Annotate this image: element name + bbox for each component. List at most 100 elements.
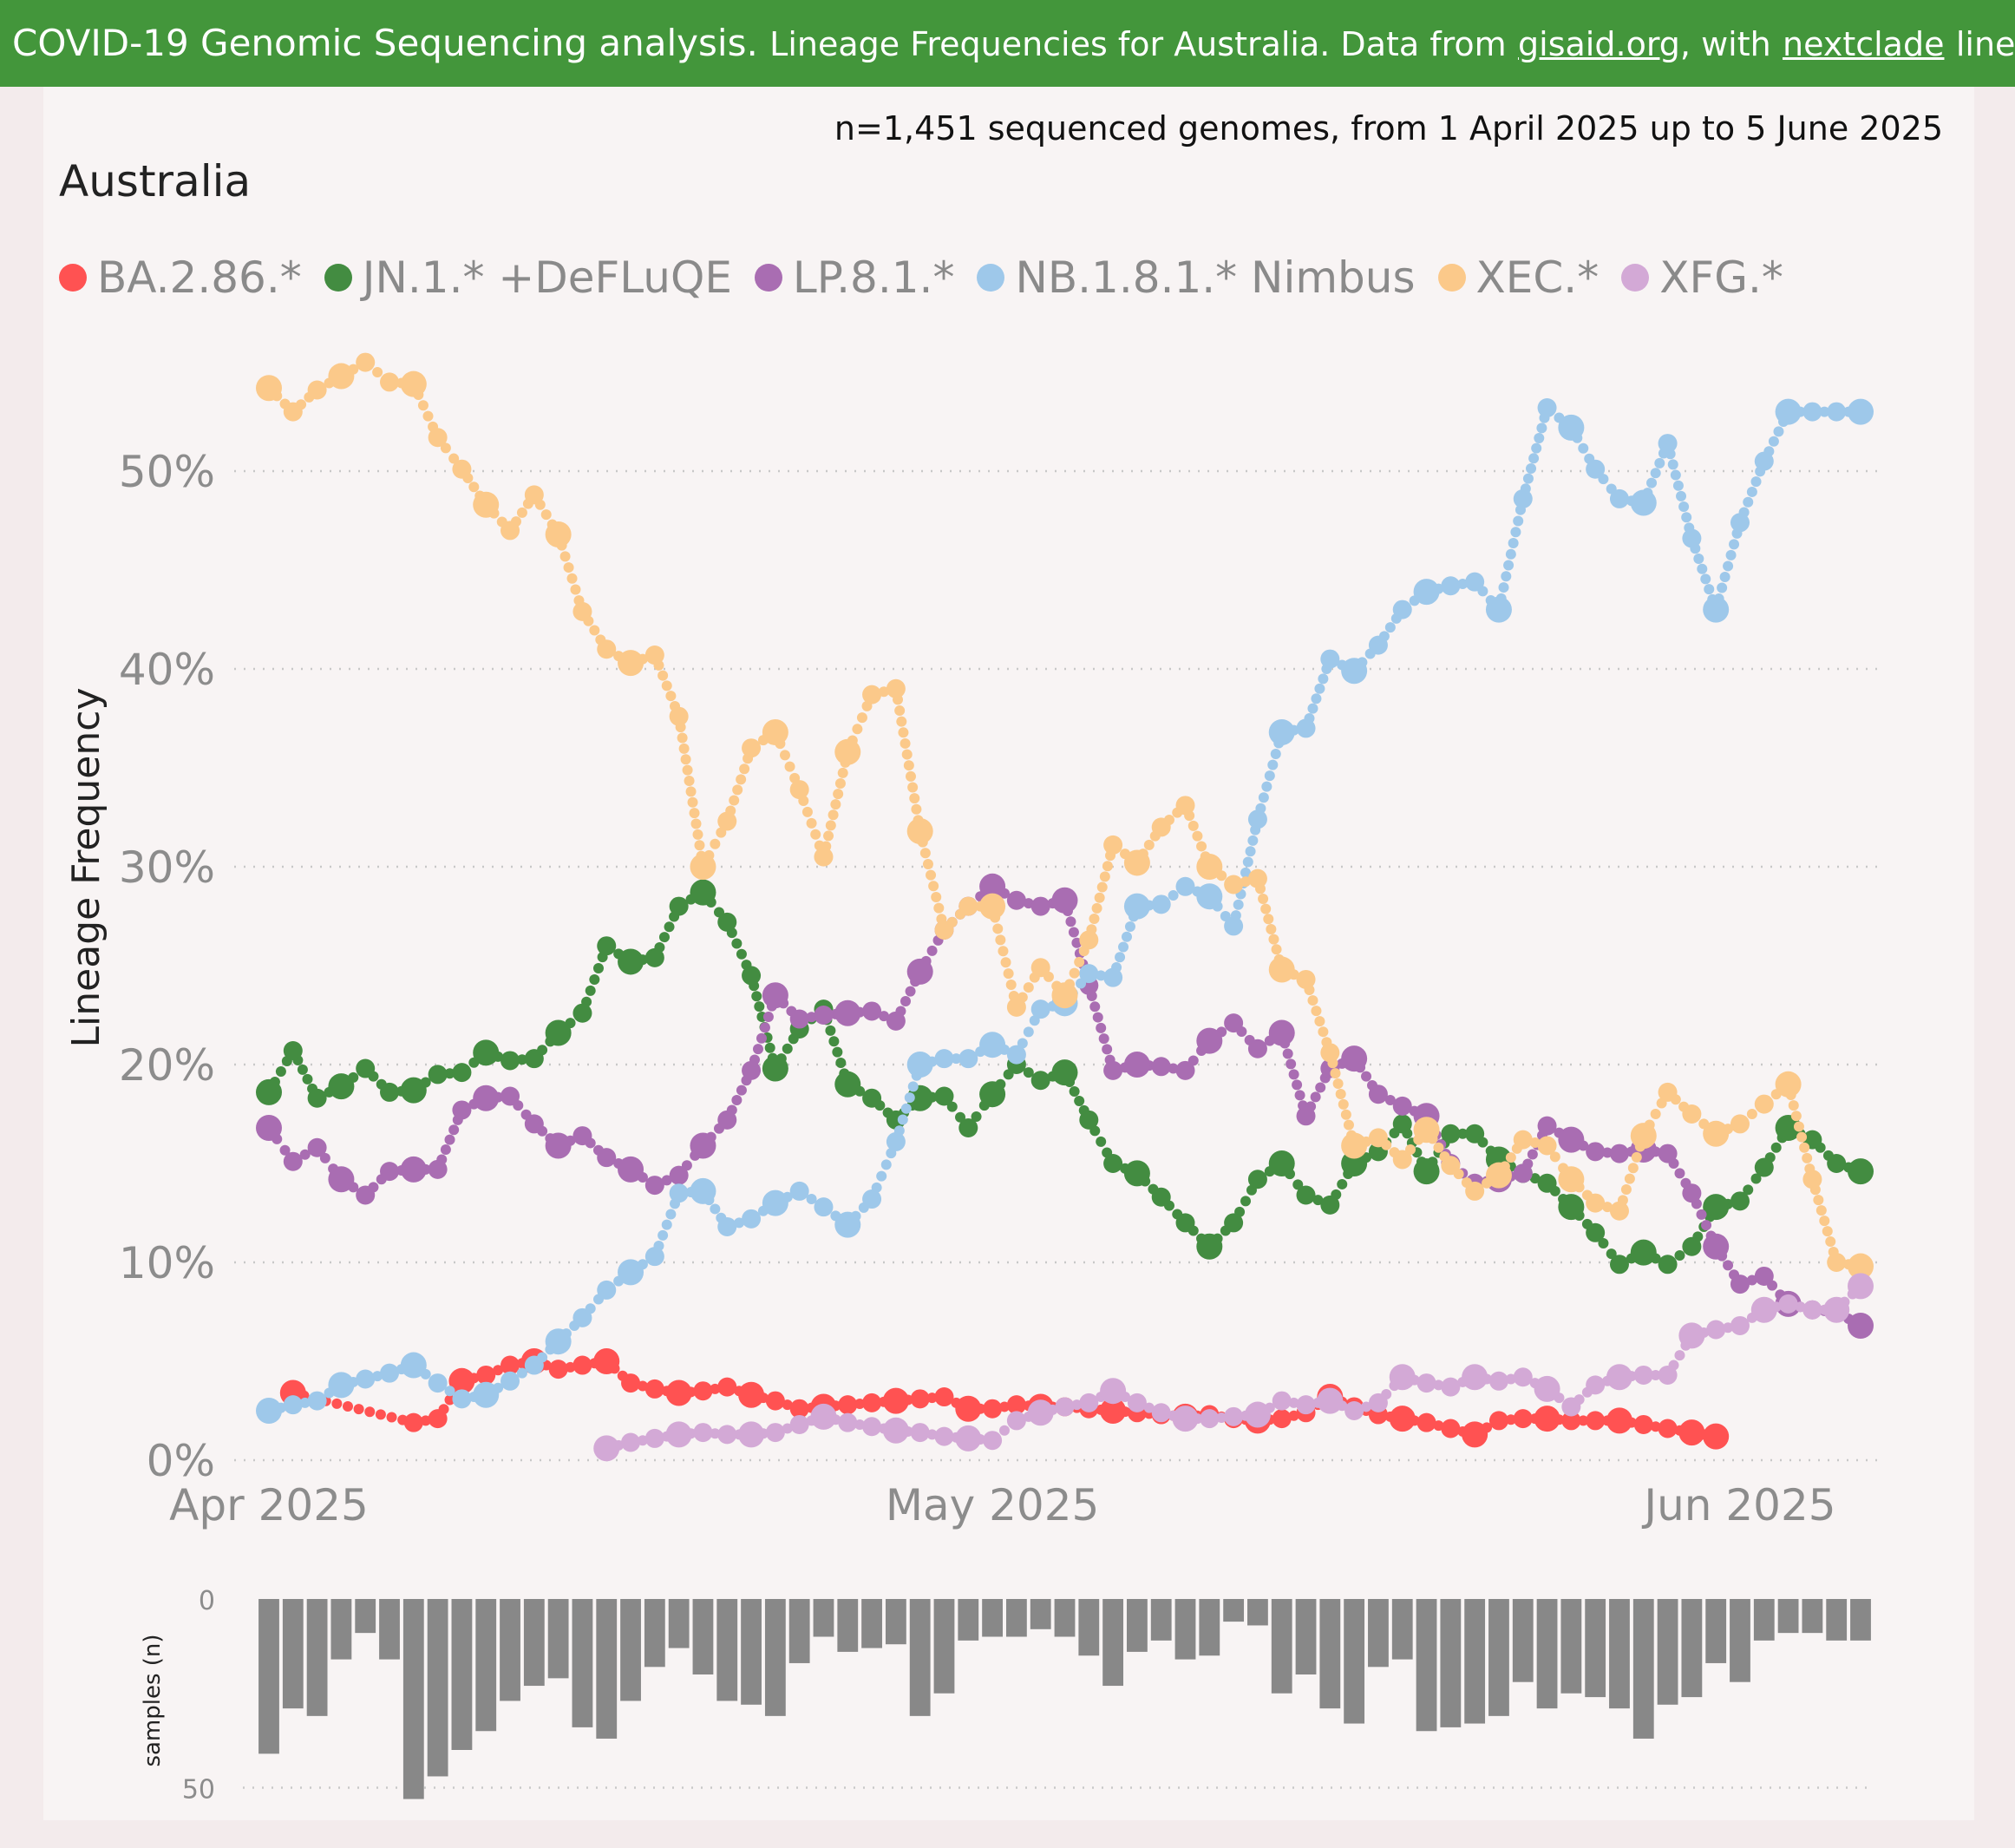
sample-bar [1127,1599,1148,1652]
series-connector-dot [1624,1173,1635,1184]
sample-bar [1609,1599,1630,1709]
legend-item[interactable]: BA.2.86.* [59,252,302,303]
data-point [1441,1377,1461,1397]
series-connector-dot [275,1065,286,1077]
legend-item[interactable]: XEC.* [1437,252,1599,303]
sample-bar [1199,1599,1220,1656]
nextclade-link[interactable]: nextclade [1783,25,1945,63]
series-connector-dot [566,573,578,584]
sample-bar [523,1599,545,1687]
series-connector-dot [682,764,693,776]
series-connector-dot [1292,1179,1304,1190]
data-point [473,491,500,518]
data-point [955,1425,982,1452]
legend-swatch [977,264,1005,292]
series-xfg [593,1273,1874,1462]
data-point [1030,896,1050,916]
series-connector-dot [1092,1012,1103,1023]
series-connector-dot [493,1365,504,1376]
data-point [597,639,617,659]
series-connector-dot [448,453,460,464]
data-point [1100,1378,1127,1405]
data-point [1558,414,1585,441]
series-connector-dot [736,948,747,960]
sample-bar [1102,1599,1124,1687]
series-connector-dot [897,1114,908,1125]
series-connector-dot [732,784,743,796]
sample-bar [1319,1599,1341,1709]
data-point [669,706,689,726]
data-point [717,1425,737,1445]
series-connector-dot [1646,477,1658,488]
data-point [1488,1371,1508,1391]
data-point [356,1369,376,1389]
data-point [814,1006,834,1025]
series-connector-dot [1258,893,1269,904]
series-connector-dot [739,763,750,775]
series-connector-dot [694,840,705,851]
data-point [934,920,954,940]
sample-bar [596,1599,618,1739]
data-point [886,1131,906,1151]
series-connector-dot [1074,1095,1085,1106]
series-connector-dot [1099,871,1110,882]
y-tick-label: 10% [119,1238,215,1288]
data-point [862,1088,882,1108]
data-point [400,1077,427,1104]
data-point [1658,1255,1678,1275]
data-point [1633,1365,1653,1385]
series-connector-dot [1674,1168,1685,1179]
series-connector-dot [1678,501,1690,513]
legend-item[interactable]: JN.1.* +DeFLuQE [324,252,732,303]
series-connector-dot [995,934,1006,946]
legend-item[interactable]: LP.8.1.* [754,252,954,303]
series-connector-dot [736,1085,747,1096]
data-point [572,1307,592,1327]
data-point [1368,635,1388,655]
sample-bar [1657,1599,1678,1705]
series-connector-dot [1096,1022,1107,1033]
data-point [452,1389,472,1409]
series-connector-dot [353,1404,364,1415]
data-point [1462,1364,1488,1391]
series-connector-dot [331,1398,343,1409]
data-point [1775,1071,1802,1098]
legend-item[interactable]: XFG.* [1621,252,1783,303]
series-connector-dot [1527,1149,1538,1160]
sample-bar [1826,1599,1848,1641]
data-point [644,645,664,665]
sample-bar [1753,1599,1775,1641]
sample-bar [1681,1599,1703,1698]
sample-bar [1078,1599,1100,1656]
data-point [524,1049,544,1069]
bar-y-axis-label: samples (n) [140,1634,166,1766]
data-point [1030,958,1050,978]
data-point [1151,1187,1171,1207]
series-connector-dot [762,1011,774,1022]
series-connector-dot [1318,673,1329,685]
series-connector-dot [1674,1250,1685,1261]
series-connector-dot [1069,1086,1080,1098]
series-connector-dot [1143,839,1155,850]
data-point [328,363,355,390]
legend-item[interactable]: NB.1.8.1.* Nimbus [977,252,1416,303]
data-point [1030,999,1050,1019]
data-point [906,958,933,985]
data-point [1272,1409,1292,1429]
gisaid-link[interactable]: gisaid.org [1518,25,1680,63]
series-connector-dot [801,806,813,817]
data-point [1630,489,1657,516]
data-point [1079,964,1099,984]
data-point [1296,969,1316,989]
series-connector-dot [1315,1082,1326,1093]
series-connector-dot [909,793,920,804]
data-point [1103,967,1123,987]
data-point [1175,796,1195,816]
series-connector-dot [919,848,931,859]
y-tick-label: 50% [119,447,215,497]
data-point [307,1137,327,1157]
series-connector-dot [955,1111,966,1123]
data-point [1224,1213,1244,1233]
sample-bar [1054,1599,1076,1637]
data-point [1703,1120,1730,1147]
